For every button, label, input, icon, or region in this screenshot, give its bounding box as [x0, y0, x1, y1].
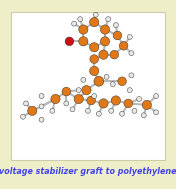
Circle shape — [78, 17, 83, 22]
Circle shape — [142, 100, 152, 110]
Circle shape — [137, 97, 142, 101]
Circle shape — [129, 51, 134, 56]
Circle shape — [28, 106, 37, 115]
Circle shape — [132, 108, 137, 113]
Circle shape — [141, 113, 146, 118]
Circle shape — [70, 107, 75, 112]
Circle shape — [99, 99, 108, 108]
Circle shape — [81, 77, 86, 82]
Circle shape — [127, 88, 132, 93]
Circle shape — [90, 55, 99, 64]
Circle shape — [39, 104, 44, 109]
Circle shape — [90, 17, 99, 27]
Circle shape — [24, 101, 29, 106]
Text: voltage stabilizer graft to polyethylene: voltage stabilizer graft to polyethylene — [0, 167, 176, 176]
Circle shape — [90, 43, 99, 52]
Circle shape — [118, 77, 126, 86]
Circle shape — [154, 110, 159, 115]
Circle shape — [110, 50, 119, 59]
Circle shape — [39, 94, 44, 98]
Circle shape — [62, 87, 71, 96]
Circle shape — [113, 31, 122, 40]
Bar — [11, 12, 165, 160]
Circle shape — [87, 96, 95, 105]
Circle shape — [154, 94, 159, 98]
Circle shape — [50, 108, 55, 113]
Circle shape — [51, 94, 60, 104]
Circle shape — [64, 101, 69, 106]
Circle shape — [76, 88, 81, 93]
Circle shape — [96, 111, 101, 116]
Circle shape — [82, 85, 91, 95]
Circle shape — [100, 37, 110, 46]
Circle shape — [104, 74, 109, 79]
Circle shape — [127, 34, 132, 39]
Circle shape — [129, 73, 134, 78]
Circle shape — [39, 117, 44, 122]
Circle shape — [109, 108, 114, 113]
Circle shape — [93, 12, 98, 17]
Circle shape — [110, 82, 115, 87]
Circle shape — [79, 25, 88, 34]
Circle shape — [74, 94, 83, 104]
Circle shape — [92, 94, 97, 98]
Circle shape — [94, 76, 104, 86]
Circle shape — [79, 37, 88, 46]
Circle shape — [72, 21, 77, 26]
Circle shape — [100, 25, 110, 34]
Circle shape — [65, 37, 74, 46]
Circle shape — [124, 99, 133, 108]
Circle shape — [106, 17, 111, 22]
Circle shape — [90, 66, 99, 76]
Circle shape — [111, 96, 121, 105]
Circle shape — [120, 111, 125, 116]
Circle shape — [113, 23, 118, 28]
Circle shape — [99, 50, 108, 59]
Circle shape — [20, 114, 25, 119]
Circle shape — [86, 108, 90, 113]
Circle shape — [119, 41, 128, 50]
